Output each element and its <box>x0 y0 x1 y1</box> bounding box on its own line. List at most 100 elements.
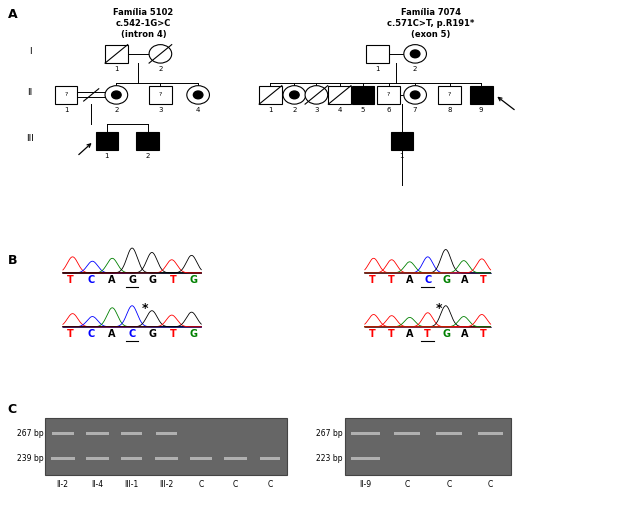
Text: III-2: III-2 <box>159 480 174 489</box>
Text: 2: 2 <box>159 66 162 72</box>
Bar <box>478 432 503 436</box>
Bar <box>366 45 389 63</box>
Circle shape <box>305 86 328 104</box>
Text: C: C <box>267 480 273 489</box>
Text: G: G <box>148 275 157 285</box>
Text: C: C <box>8 403 17 416</box>
Bar <box>50 457 75 460</box>
Bar <box>391 132 413 150</box>
Bar <box>224 457 247 460</box>
Text: C: C <box>233 480 238 489</box>
Text: II-9: II-9 <box>359 480 372 489</box>
Bar <box>260 457 281 460</box>
Text: A: A <box>461 275 469 285</box>
Bar <box>96 132 118 150</box>
Text: 1: 1 <box>114 66 119 72</box>
Text: T: T <box>67 329 74 339</box>
Bar <box>259 86 282 104</box>
Text: 7: 7 <box>413 107 418 113</box>
Text: C: C <box>404 480 410 489</box>
Text: 2: 2 <box>413 66 417 72</box>
Text: T: T <box>369 329 376 339</box>
Text: T: T <box>387 329 394 339</box>
Text: T: T <box>369 275 376 285</box>
Text: 3: 3 <box>158 107 163 113</box>
Text: ?: ? <box>159 92 162 97</box>
Bar <box>121 432 142 436</box>
Text: III-1: III-1 <box>125 480 139 489</box>
Bar <box>136 132 159 150</box>
Text: Família 7074
c.571C>T, p.R191*
(exon 5): Família 7074 c.571C>T, p.R191* (exon 5) <box>387 8 474 39</box>
Text: A: A <box>108 275 115 285</box>
Text: B: B <box>8 254 17 267</box>
Circle shape <box>193 91 203 99</box>
Text: ?: ? <box>448 92 452 97</box>
Bar <box>86 432 109 436</box>
Text: G: G <box>190 275 198 285</box>
Bar <box>351 432 380 436</box>
Circle shape <box>105 86 128 104</box>
Text: 267 bp: 267 bp <box>17 429 43 439</box>
Bar <box>155 457 178 460</box>
Text: 267 bp: 267 bp <box>316 429 343 439</box>
Bar <box>328 86 351 104</box>
Text: 1: 1 <box>104 153 109 160</box>
Bar <box>470 86 493 104</box>
Text: ?: ? <box>64 92 68 97</box>
Text: A: A <box>406 329 413 339</box>
Text: 1: 1 <box>375 66 380 72</box>
Text: C: C <box>87 329 94 339</box>
Text: A: A <box>8 8 17 21</box>
Text: T: T <box>170 275 177 285</box>
Text: C: C <box>424 275 431 285</box>
Text: C: C <box>488 480 493 489</box>
Bar <box>377 86 400 104</box>
Text: 223 bp: 223 bp <box>316 454 343 463</box>
Text: T: T <box>387 275 394 285</box>
Text: A: A <box>461 329 469 339</box>
Circle shape <box>410 91 420 99</box>
Text: C: C <box>128 329 136 339</box>
Circle shape <box>187 86 209 104</box>
Text: 2: 2 <box>146 153 150 160</box>
Text: II: II <box>28 88 33 97</box>
Text: 1: 1 <box>399 153 404 160</box>
Text: 3: 3 <box>314 107 319 113</box>
Text: 1: 1 <box>64 107 69 113</box>
Text: 8: 8 <box>447 107 452 113</box>
Circle shape <box>289 91 299 99</box>
Text: T: T <box>425 329 431 339</box>
Text: 9: 9 <box>479 107 484 113</box>
Text: II-4: II-4 <box>91 480 103 489</box>
Text: G: G <box>190 329 198 339</box>
Text: G: G <box>442 275 450 285</box>
Text: 4: 4 <box>338 107 342 113</box>
Bar <box>105 45 128 63</box>
Text: C: C <box>198 480 204 489</box>
Text: 1: 1 <box>268 107 273 113</box>
Bar <box>149 86 172 104</box>
Bar <box>394 432 420 436</box>
Text: 2: 2 <box>292 107 296 113</box>
Text: I: I <box>29 47 31 56</box>
Text: G: G <box>442 329 450 339</box>
Bar <box>438 86 461 104</box>
Bar <box>345 418 511 475</box>
Text: T: T <box>480 329 486 339</box>
Text: T: T <box>480 275 486 285</box>
Bar <box>352 86 374 104</box>
Text: *: * <box>142 302 148 315</box>
Text: A: A <box>108 329 115 339</box>
Text: C: C <box>446 480 452 489</box>
Bar <box>189 457 213 460</box>
Circle shape <box>404 86 426 104</box>
Circle shape <box>404 45 426 63</box>
Text: 6: 6 <box>386 107 391 113</box>
Text: III: III <box>26 134 34 143</box>
Circle shape <box>410 50 420 58</box>
Text: 4: 4 <box>196 107 200 113</box>
Text: A: A <box>406 275 413 285</box>
Circle shape <box>283 86 306 104</box>
Text: Família 5102
c.542-1G>C
(intron 4): Família 5102 c.542-1G>C (intron 4) <box>113 8 174 39</box>
Text: T: T <box>170 329 177 339</box>
